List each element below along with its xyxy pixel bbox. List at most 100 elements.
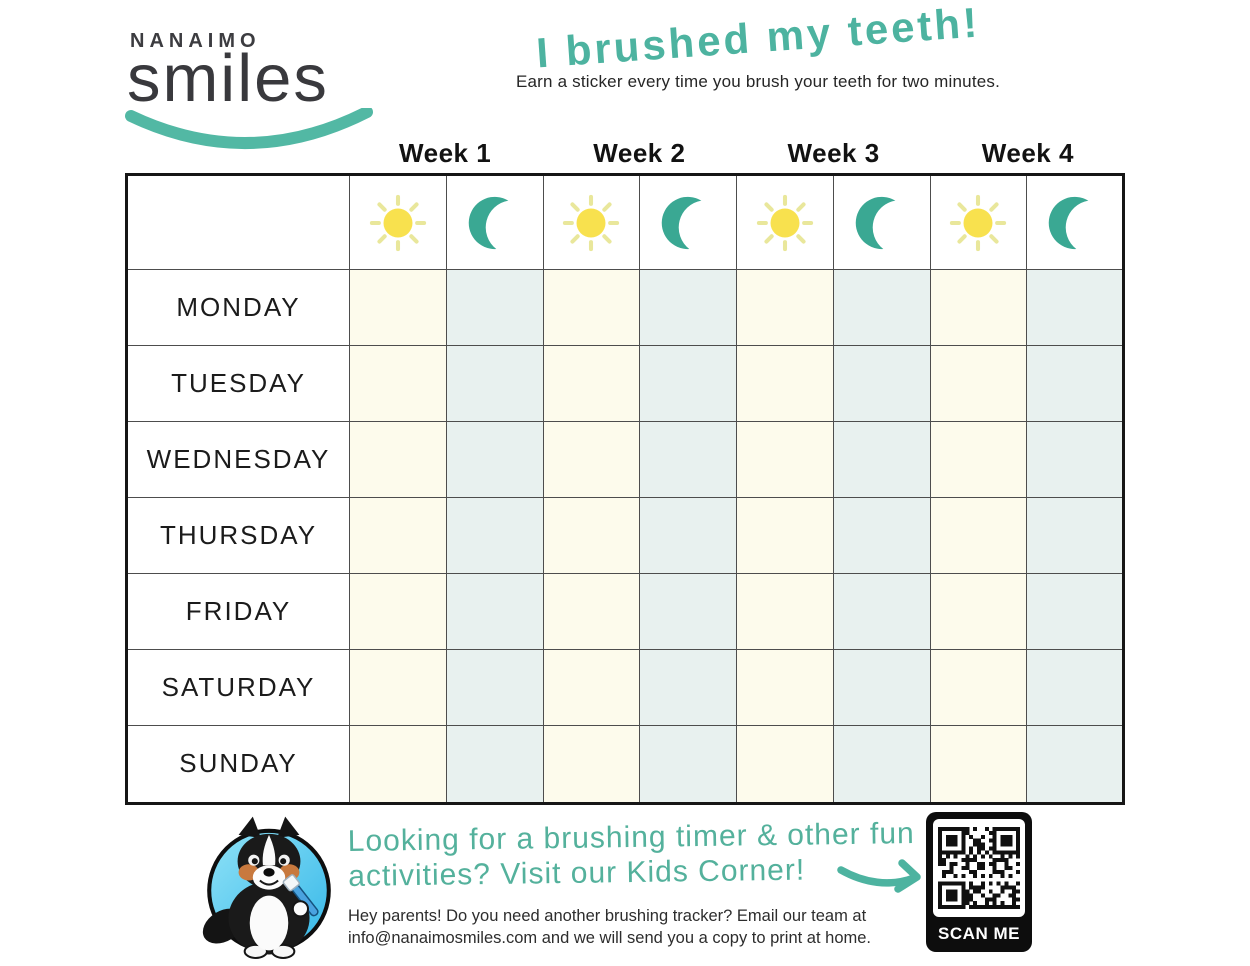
day-row: SATURDAY xyxy=(126,648,1124,726)
sticker-cell-night[interactable] xyxy=(445,724,544,805)
sticker-cell-day[interactable] xyxy=(736,420,834,498)
icon-header-row xyxy=(126,174,1124,270)
dog-with-toothbrush-mascot xyxy=(202,816,331,960)
sticker-cell-day[interactable] xyxy=(542,496,641,574)
day-column-header xyxy=(349,174,447,270)
sticker-cell-night[interactable] xyxy=(445,420,544,498)
sticker-cell-day[interactable] xyxy=(542,344,641,422)
day-column-header xyxy=(736,174,834,270)
sticker-cell-day[interactable] xyxy=(736,496,834,574)
sticker-cell-night[interactable] xyxy=(1026,648,1124,726)
sun-icon xyxy=(563,194,620,251)
week-label-2: Week 2 xyxy=(593,138,686,168)
nanaimo-smiles-logo: NANAIMO smiles xyxy=(125,30,377,149)
day-label: MONDAY xyxy=(126,269,350,346)
sticker-cell-night[interactable] xyxy=(832,648,931,726)
smile-swoosh-icon xyxy=(125,108,373,149)
sticker-cell-day[interactable] xyxy=(542,572,641,650)
page-title: I brushed my teeth! xyxy=(534,0,982,77)
sticker-cell-night[interactable] xyxy=(445,572,544,650)
sticker-cell-day[interactable] xyxy=(349,572,447,650)
sticker-cell-night[interactable] xyxy=(445,648,544,726)
sticker-cell-day[interactable] xyxy=(736,572,834,650)
sticker-cell-night[interactable] xyxy=(639,648,737,726)
sticker-cell-night[interactable] xyxy=(445,496,544,574)
week-label-4: Week 4 xyxy=(981,138,1074,168)
promo-text: Looking for a brushing timer & other fun… xyxy=(348,816,916,895)
week-label-3: Week 3 xyxy=(787,138,880,168)
night-column-header xyxy=(1026,174,1124,270)
sticker-cell-night[interactable] xyxy=(1026,420,1124,498)
promo-line-2: activities? Visit our Kids Corner! xyxy=(348,853,806,894)
sticker-cell-day[interactable] xyxy=(736,648,834,726)
sticker-cell-day[interactable] xyxy=(929,269,1028,346)
sticker-cell-day[interactable] xyxy=(929,344,1028,422)
page-subtitle: Earn a sticker every time you brush your… xyxy=(515,72,1001,91)
moon-icon xyxy=(1048,196,1088,249)
week-labels-row: Week 1 Week 2 Week 3 Week 4 xyxy=(125,138,1125,172)
sticker-cell-night[interactable] xyxy=(639,269,737,346)
sticker-cell-night[interactable] xyxy=(639,496,737,574)
night-column-header xyxy=(639,174,737,270)
sticker-cell-day[interactable] xyxy=(542,269,641,346)
qr-panel xyxy=(933,819,1025,917)
sticker-cell-day[interactable] xyxy=(349,269,447,346)
moon-icon xyxy=(661,196,702,249)
day-column-header xyxy=(929,174,1028,270)
sticker-cell-night[interactable] xyxy=(832,344,931,422)
sticker-cell-day[interactable] xyxy=(542,724,641,805)
day-row: TUESDAY xyxy=(126,344,1124,422)
week-label-1: Week 1 xyxy=(399,138,492,168)
sticker-cell-day[interactable] xyxy=(542,420,641,498)
sticker-cell-night[interactable] xyxy=(832,420,931,498)
sticker-cell-day[interactable] xyxy=(736,269,834,346)
day-label: FRIDAY xyxy=(126,572,350,650)
sticker-cell-night[interactable] xyxy=(832,269,931,346)
sticker-cell-night[interactable] xyxy=(1026,572,1124,650)
day-column-header xyxy=(542,174,641,270)
sticker-cell-day[interactable] xyxy=(736,724,834,805)
sticker-cell-day[interactable] xyxy=(349,724,447,805)
sun-icon xyxy=(950,194,1007,251)
sticker-cell-day[interactable] xyxy=(349,420,447,498)
day-label: SATURDAY xyxy=(126,648,350,726)
sticker-cell-night[interactable] xyxy=(832,724,931,805)
day-row: THURSDAY xyxy=(126,496,1124,574)
sticker-cell-day[interactable] xyxy=(542,648,641,726)
sticker-cell-night[interactable] xyxy=(445,269,544,346)
sticker-cell-night[interactable] xyxy=(445,344,544,422)
sticker-cell-day[interactable] xyxy=(929,724,1028,805)
parents-line-2: info@nanaimosmiles.com and we will send … xyxy=(348,929,872,948)
sticker-cell-day[interactable] xyxy=(929,420,1028,498)
corner-cell xyxy=(126,174,350,270)
sticker-cell-night[interactable] xyxy=(1026,269,1124,346)
sticker-cell-night[interactable] xyxy=(639,344,737,422)
sticker-cell-day[interactable] xyxy=(929,496,1028,574)
day-label: SUNDAY xyxy=(126,724,350,805)
day-row: SUNDAY xyxy=(126,724,1124,805)
sticker-cell-night[interactable] xyxy=(832,496,931,574)
sticker-cell-night[interactable] xyxy=(1026,496,1124,574)
sticker-cell-day[interactable] xyxy=(349,496,447,574)
qr-card: SCAN ME xyxy=(926,812,1032,952)
sticker-cell-night[interactable] xyxy=(1026,724,1124,805)
sticker-cell-night[interactable] xyxy=(639,724,737,805)
sticker-cell-night[interactable] xyxy=(832,572,931,650)
sticker-cell-night[interactable] xyxy=(1026,344,1124,422)
night-column-header xyxy=(832,174,931,270)
day-row: MONDAY xyxy=(126,269,1124,346)
parents-line-1: Hey parents! Do you need another brushin… xyxy=(348,907,867,925)
sticker-cell-night[interactable] xyxy=(639,572,737,650)
sticker-cell-day[interactable] xyxy=(929,572,1028,650)
header: I brushed my teeth! Earn a sticker every… xyxy=(468,0,1048,92)
sticker-cell-night[interactable] xyxy=(639,420,737,498)
sticker-cell-day[interactable] xyxy=(349,344,447,422)
parents-note: Hey parents! Do you need another brushin… xyxy=(348,905,871,950)
sticker-cell-day[interactable] xyxy=(736,344,834,422)
moon-icon xyxy=(855,196,895,249)
sticker-cell-day[interactable] xyxy=(929,648,1028,726)
sticker-cell-day[interactable] xyxy=(349,648,447,726)
night-column-header xyxy=(445,174,544,270)
sun-icon xyxy=(756,194,814,251)
